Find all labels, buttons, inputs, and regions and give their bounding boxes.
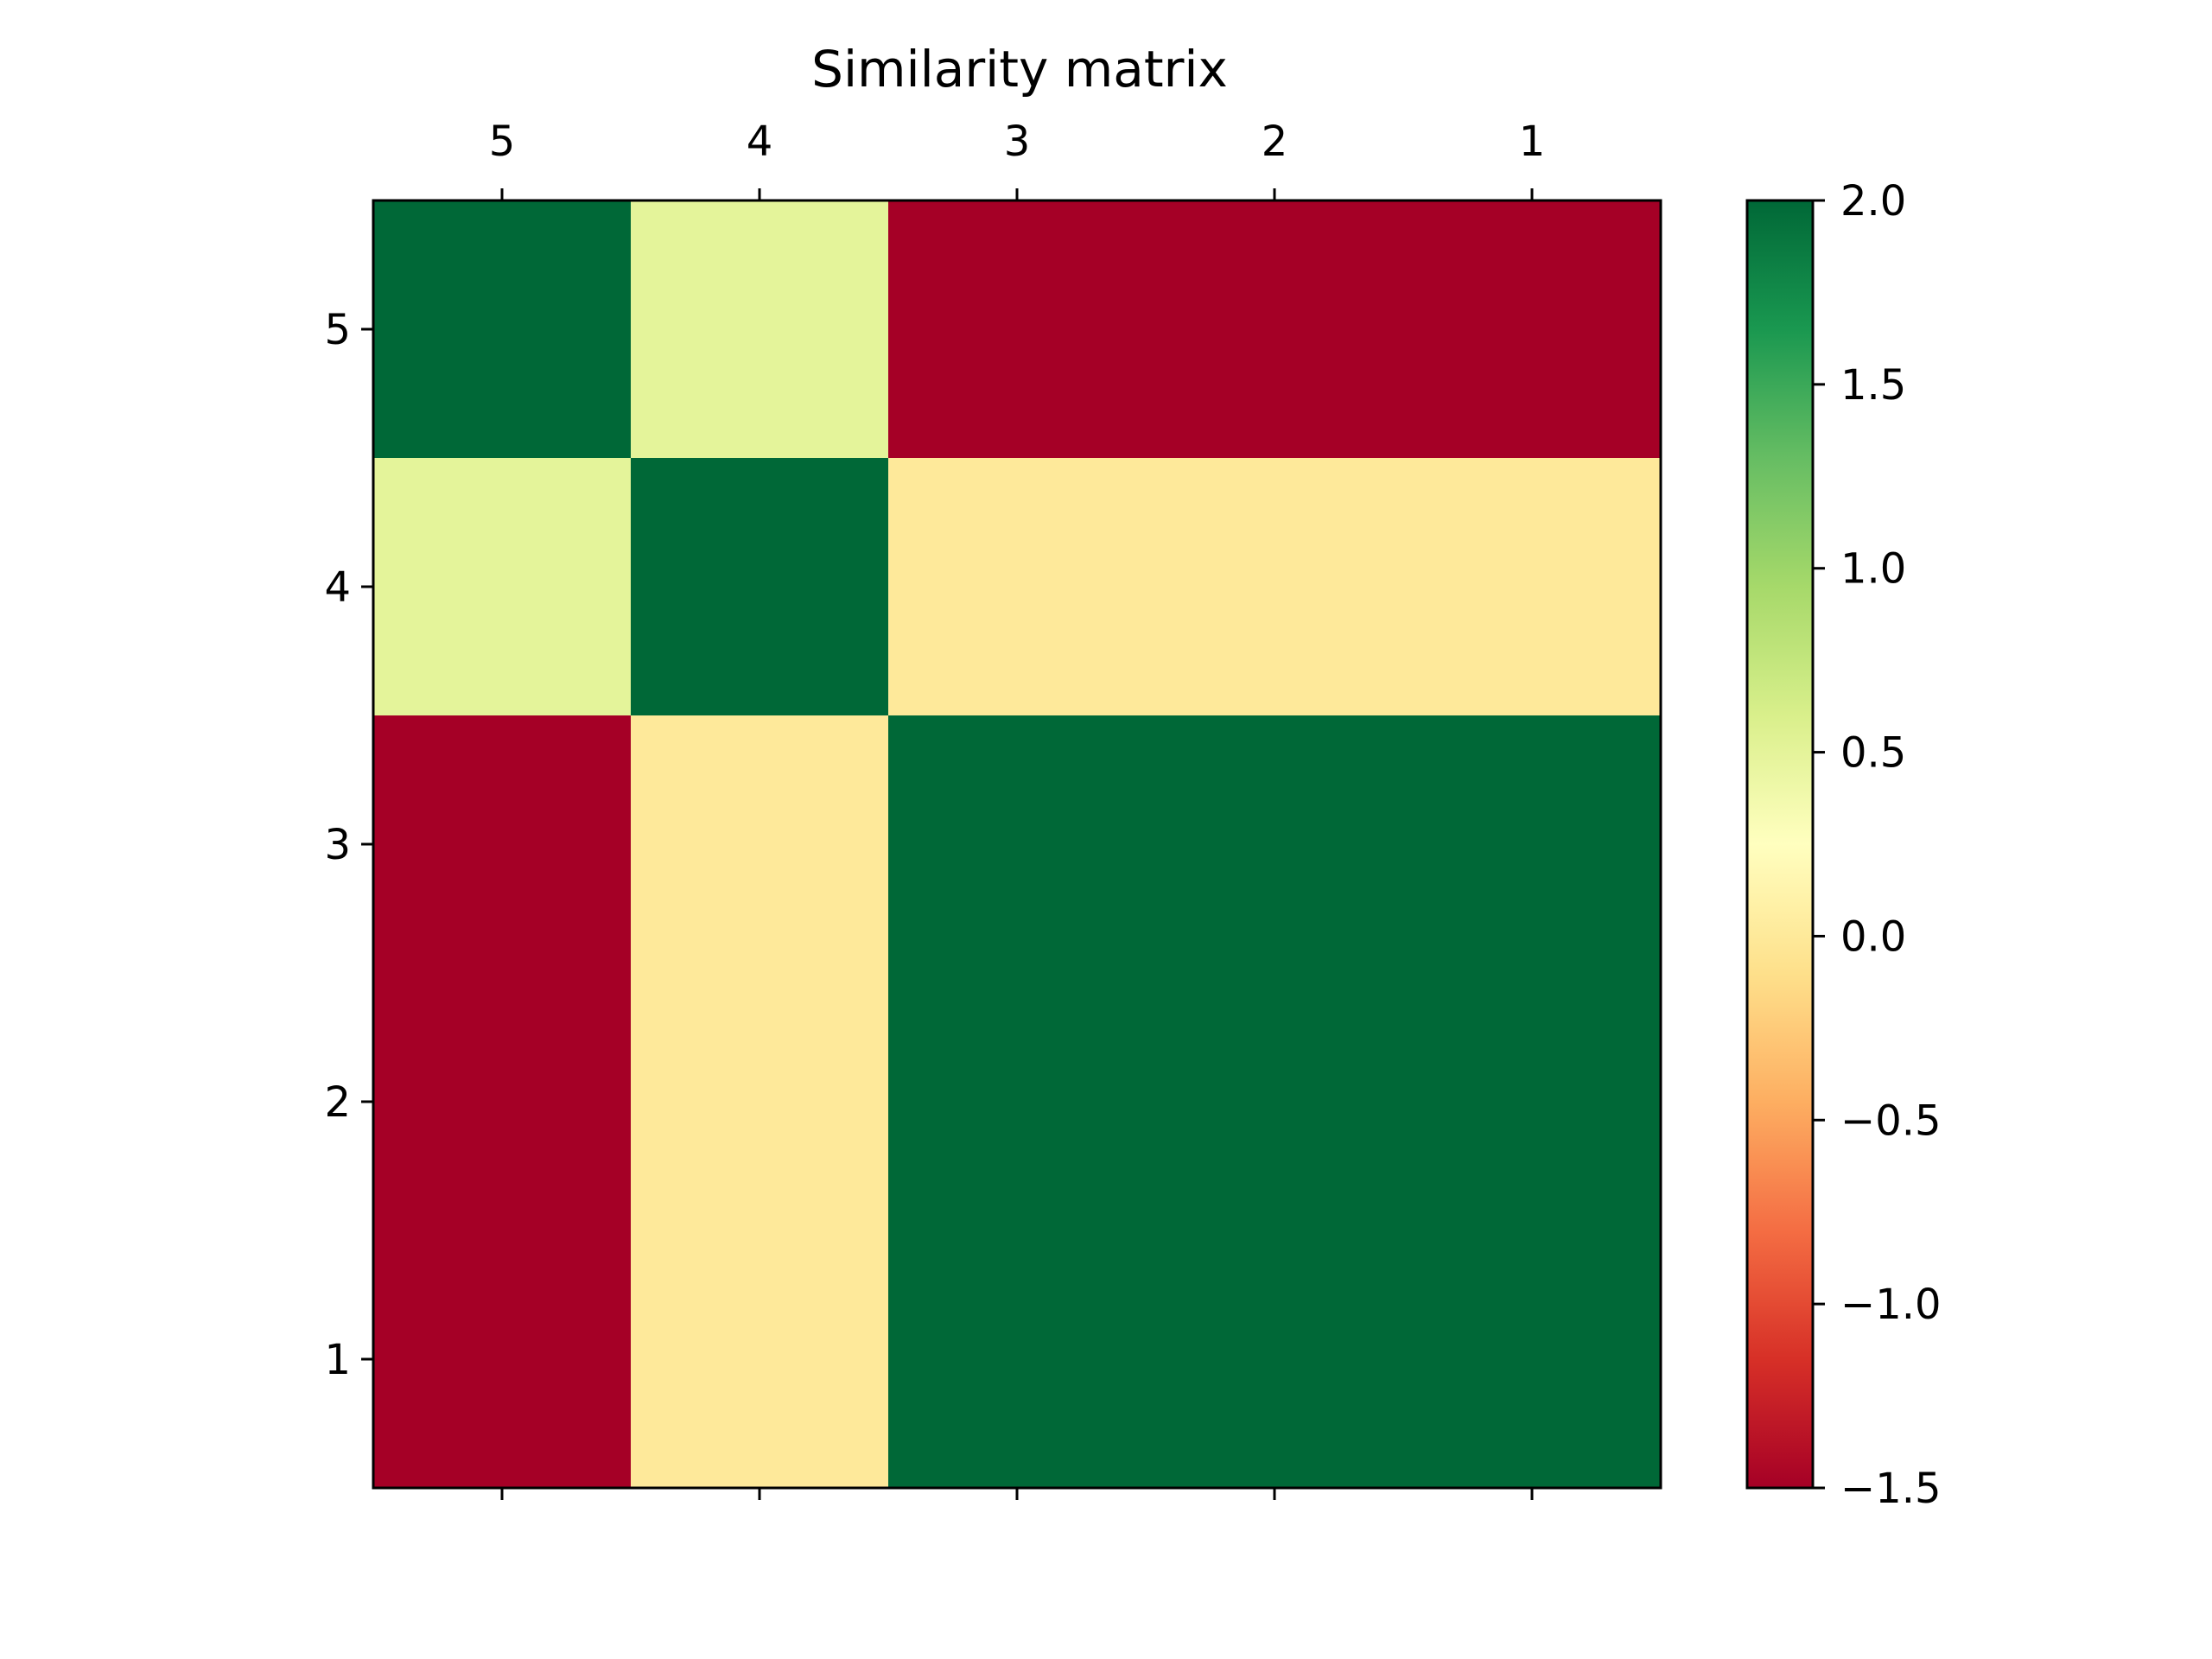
heatmap-cell xyxy=(1403,973,1662,1231)
heatmap-cell xyxy=(631,1230,889,1489)
heatmap-cell xyxy=(373,200,632,459)
heatmap-cell xyxy=(888,973,1147,1231)
colorbar-tick-label: 0.5 xyxy=(1840,729,1906,778)
heatmap-cell xyxy=(1146,200,1404,459)
x-tick-label: 4 xyxy=(747,118,773,166)
colorbar-frame xyxy=(1745,199,1815,1490)
x-axis-top: 5 4 3 2 1 xyxy=(489,118,1546,200)
y-tick-label: 2 xyxy=(324,1078,351,1127)
heatmap-cell xyxy=(373,458,632,716)
heatmap-cell xyxy=(631,715,889,974)
colorbar-tick-label: −1.0 xyxy=(1840,1281,1942,1329)
heatmap-cell xyxy=(888,458,1147,716)
x-tick-label: 1 xyxy=(1519,118,1546,166)
colorbar-tick-label: 2.0 xyxy=(1840,177,1906,226)
heatmap-cell xyxy=(888,715,1147,974)
heatmap-cell xyxy=(1403,715,1662,974)
colorbar xyxy=(1747,200,1813,1488)
chart-title: Similarity matrix xyxy=(811,40,1228,99)
heatmap-cell xyxy=(1146,458,1404,716)
x-tick-label: 2 xyxy=(1262,118,1288,166)
colorbar-tick-label: −0.5 xyxy=(1840,1096,1942,1145)
y-tick-label: 1 xyxy=(324,1336,351,1384)
colorbar-ticks: 2.0 1.5 1.0 0.5 0.0 −0.5 −1.0 −1.5 xyxy=(1813,177,1942,1513)
heatmap-cell xyxy=(373,973,632,1231)
heatmap-cell xyxy=(1146,1230,1404,1489)
heatmap-cell xyxy=(373,715,632,974)
heatmap-cells xyxy=(373,200,1662,1489)
heatmap-cell xyxy=(1403,1230,1662,1489)
colorbar-tick-label: 1.5 xyxy=(1840,361,1906,410)
colorbar-tick-label: 1.0 xyxy=(1840,545,1906,594)
heatmap-cell xyxy=(631,200,889,459)
heatmap-cell xyxy=(631,973,889,1231)
colorbar-tick-label: 0.0 xyxy=(1840,912,1906,961)
x-tick-label: 5 xyxy=(489,118,516,166)
x-axis-bottom xyxy=(500,1488,1534,1500)
heatmap-cell xyxy=(888,200,1147,459)
y-tick-label: 4 xyxy=(324,563,351,612)
y-tick-label: 5 xyxy=(324,306,351,354)
heatmap-cell xyxy=(1403,458,1662,716)
heatmap-cell xyxy=(631,458,889,716)
heatmap-cell xyxy=(1146,973,1404,1231)
heatmap-cell xyxy=(888,1230,1147,1489)
heatmap-cell xyxy=(373,1230,632,1489)
y-axis: 5 4 3 2 1 xyxy=(324,306,373,1384)
colorbar-tick-label: −1.5 xyxy=(1840,1465,1942,1513)
y-tick-label: 3 xyxy=(324,821,351,869)
x-tick-label: 3 xyxy=(1004,118,1031,166)
heatmap-cell xyxy=(1403,200,1662,459)
heatmap-cell xyxy=(1146,715,1404,974)
